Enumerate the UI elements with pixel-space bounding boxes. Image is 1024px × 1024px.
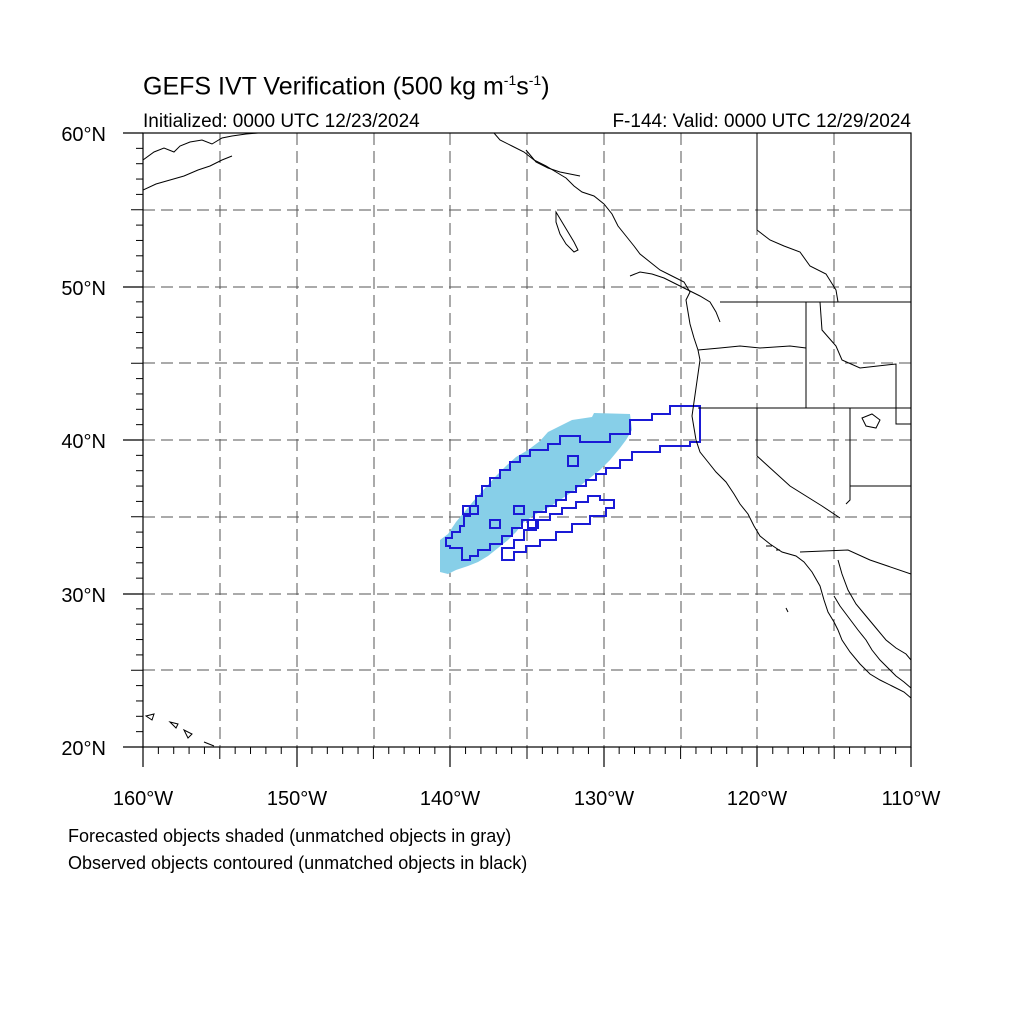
observed-objects-contoured xyxy=(445,405,701,561)
observed-contour-small-1 xyxy=(462,505,479,515)
west-coast-coastline xyxy=(493,133,911,699)
observed-contour-small-5 xyxy=(527,519,539,529)
map-title: GEFS IVT Verification (500 kg m-1s-1) xyxy=(143,72,550,101)
lat-label-20n: 20°N xyxy=(61,738,106,760)
washington-oregon-border xyxy=(697,345,807,351)
observed-contour-small-4 xyxy=(489,519,501,529)
baja-gulf-coastline xyxy=(837,559,911,661)
lon-label-160w: 160°W xyxy=(113,788,173,810)
us-mexico-border xyxy=(799,549,911,575)
political-borders xyxy=(525,133,911,575)
lon-label-140w: 140°W xyxy=(420,788,480,810)
lat-label-50n: 50°N xyxy=(61,278,106,300)
observed-contour-small-2 xyxy=(567,455,579,467)
lat-label-40n: 40°N xyxy=(61,431,106,453)
canada-province-border xyxy=(756,229,839,303)
minor-ticks xyxy=(131,147,897,759)
legend-forecast-note: Forecasted objects shaded (unmatched obj… xyxy=(68,826,512,846)
valid-time: F-144: Valid: 0000 UTC 12/29/2024 xyxy=(612,111,911,132)
great-salt-lake xyxy=(861,413,881,429)
initialized-time: Initialized: 0000 UTC 12/23/2024 xyxy=(143,111,420,132)
haida-gwaii xyxy=(555,210,579,253)
observed-contour-small-3 xyxy=(513,505,525,515)
lon-label-150w: 150°W xyxy=(267,788,327,810)
vancouver-island xyxy=(629,271,721,323)
grid-lines xyxy=(143,133,911,747)
baja-peninsula xyxy=(833,595,911,689)
channel-islands xyxy=(766,545,789,613)
lon-label-120w: 120°W xyxy=(727,788,787,810)
alaska-canada-border xyxy=(525,133,758,230)
lon-label-130w: 130°W xyxy=(574,788,634,810)
forecast-object-shaded xyxy=(440,413,632,574)
hawaii-islands xyxy=(144,713,215,747)
observed-contour-south xyxy=(501,495,615,561)
major-ticks xyxy=(123,132,912,767)
lat-label-30n: 30°N xyxy=(61,585,106,607)
nevada-california-border xyxy=(756,408,841,519)
lat-label-60n: 60°N xyxy=(61,124,106,146)
longitude-labels: 160°W 150°W 140°W 130°W 120°W 110°W xyxy=(113,788,941,810)
observed-contour-main xyxy=(445,405,701,561)
nevada-utah-border xyxy=(845,408,851,505)
lon-label-110w: 110°W xyxy=(882,788,941,810)
idaho-border xyxy=(805,301,911,425)
coastlines xyxy=(143,133,911,747)
latitude-labels: 60°N 50°N 40°N 30°N 20°N xyxy=(61,124,106,760)
alaska-coast xyxy=(143,133,259,191)
legend-observed-note: Observed objects contoured (unmatched ob… xyxy=(68,853,528,873)
